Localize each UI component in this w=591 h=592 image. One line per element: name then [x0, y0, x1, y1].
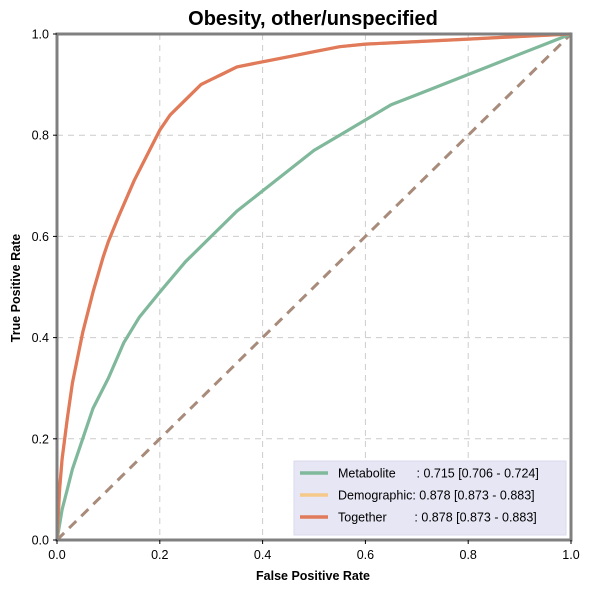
x-tick-label: 0.6 — [357, 548, 374, 562]
series-group — [55, 32, 572, 541]
y-tick-label: 0.8 — [32, 129, 49, 143]
x-tick-label: 0.2 — [151, 548, 168, 562]
y-tick-label: 0.4 — [32, 331, 49, 345]
series-line-together — [55, 32, 572, 541]
plot-frame — [55, 32, 573, 542]
reference-line-group — [55, 32, 573, 542]
x-tick-label: 0.8 — [460, 548, 477, 562]
chart-title: Obesity, other/unspecified — [188, 8, 438, 30]
legend: Metabolite : 0.715 [0.706 - 0.724] Demogr… — [293, 460, 567, 536]
x-axis-label: False Positive Rate — [256, 569, 370, 583]
legend-label-metabolite: Metabolite : 0.715 [0.706 - 0.724] — [338, 467, 539, 481]
legend-label-together: Together : 0.878 [0.873 - 0.883] — [338, 511, 537, 525]
y-axis-label: True Positive Rate — [9, 234, 23, 342]
x-ticks: 0.0 0.2 0.4 0.6 0.8 1.0 — [48, 540, 580, 562]
y-tick-label: 1.0 — [32, 28, 49, 42]
grid-lines — [57, 34, 571, 540]
legend-label-demographic: Demographic: 0.878 [0.873 - 0.883] — [338, 489, 535, 503]
y-tick-label: 0.0 — [32, 534, 49, 548]
y-ticks: 0.0 0.2 0.4 0.6 0.8 1.0 — [32, 28, 57, 548]
y-tick-label: 0.2 — [32, 432, 49, 446]
x-tick-label: 1.0 — [562, 548, 579, 562]
chance-line — [55, 32, 573, 542]
x-tick-label: 0.4 — [254, 548, 271, 562]
y-tick-label: 0.6 — [32, 230, 49, 244]
x-tick-label: 0.0 — [48, 548, 65, 562]
series-line-metabolite — [55, 32, 572, 541]
legend-box — [293, 460, 567, 536]
